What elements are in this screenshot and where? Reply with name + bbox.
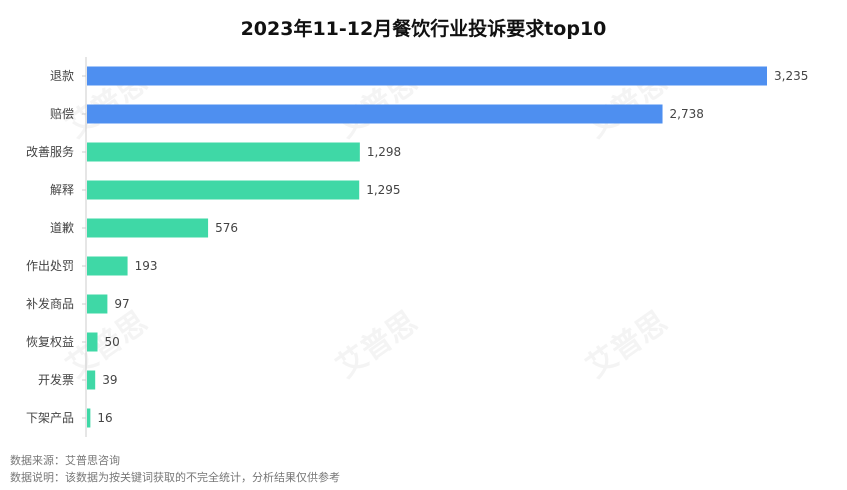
category-label: 改善服务 bbox=[26, 144, 74, 159]
value-label: 16 bbox=[97, 411, 112, 425]
value-label: 39 bbox=[102, 373, 117, 387]
chart-title: 2023年11-12月餐饮行业投诉要求top10 bbox=[240, 18, 607, 40]
category-label: 下架产品 bbox=[26, 411, 74, 425]
data-source-note: 数据来源：艾普思咨询 bbox=[10, 454, 120, 467]
value-label: 3,235 bbox=[774, 69, 808, 83]
data-description-note: 数据说明：该数据为按关键词获取的不完全统计，分析结果仅供参考 bbox=[10, 471, 340, 484]
value-label: 193 bbox=[135, 259, 158, 273]
bar-chart: 退款 3,235 赔偿 2,738 改善服务 1,298 解释 1,295 道歉 576 作出处罚 1… bbox=[26, 57, 808, 437]
value-label: 50 bbox=[105, 335, 120, 349]
value-label: 576 bbox=[215, 221, 238, 235]
category-label: 作出处罚 bbox=[26, 259, 74, 273]
category-label: 解释 bbox=[50, 183, 74, 197]
category-label: 恢复权益 bbox=[26, 335, 74, 349]
bar bbox=[87, 332, 98, 352]
bar bbox=[87, 180, 360, 200]
category-label: 开发票 bbox=[38, 372, 74, 387]
category-label: 补发商品 bbox=[26, 296, 74, 311]
bar bbox=[87, 370, 96, 390]
category-label: 道歉 bbox=[50, 221, 74, 235]
value-label: 1,298 bbox=[367, 145, 401, 159]
category-label: 退款 bbox=[50, 69, 74, 83]
bar bbox=[87, 294, 108, 314]
value-label: 97 bbox=[114, 297, 129, 311]
bar bbox=[87, 104, 663, 124]
bar bbox=[87, 66, 767, 86]
bar bbox=[87, 218, 209, 238]
bar bbox=[87, 256, 128, 276]
bar bbox=[87, 408, 91, 428]
value-label: 2,738 bbox=[670, 107, 704, 121]
category-label: 赔偿 bbox=[50, 106, 74, 121]
value-label: 1,295 bbox=[366, 183, 400, 197]
bar bbox=[87, 142, 360, 162]
